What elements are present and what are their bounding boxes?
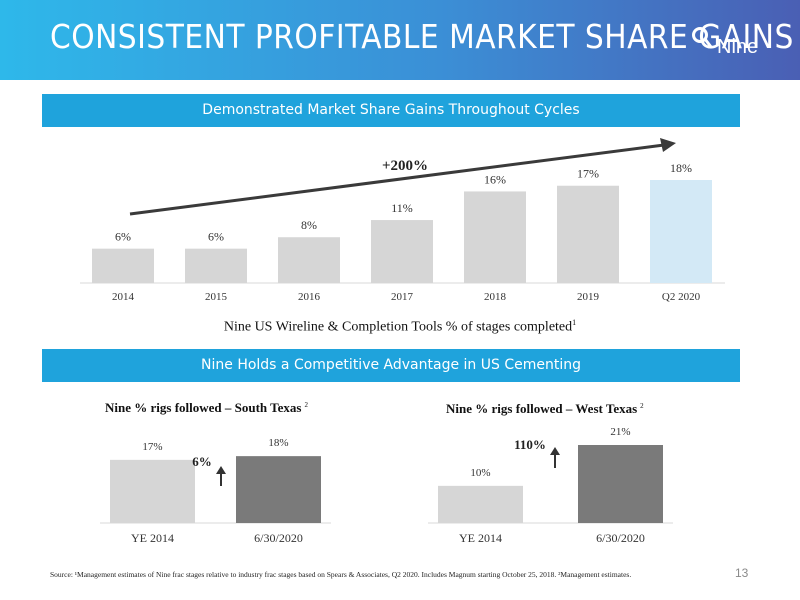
west-texas-footnote-marker: 2	[640, 401, 644, 410]
south-texas-footnote-marker: 2	[304, 400, 308, 409]
west-texas-chart-title: Nine % rigs followed – West Texas 2	[446, 401, 644, 417]
bar-q2-2020	[650, 180, 712, 283]
main-chart-caption-text: Nine US Wireline & Completion Tools % of…	[223, 319, 573, 335]
value-label: 6%	[115, 230, 131, 244]
value-label: 18%	[670, 161, 692, 175]
source-footnote: Source: ¹Management estimates of Nine fr…	[50, 570, 632, 579]
growth-annotation: 6%	[192, 454, 212, 469]
category-tick-label: 2015	[205, 291, 228, 303]
category-tick-label: 2017	[391, 291, 414, 303]
category-tick-label: 2014	[112, 291, 135, 303]
bar-2015	[185, 248, 247, 283]
south-texas-bar-chart: 17% YE 2014 18% 6/30/2020 6%	[100, 437, 331, 545]
page-number: 13	[735, 566, 749, 580]
value-label: 16%	[484, 172, 506, 186]
page-title: CONSISTENT PROFITABLE MARKET SHARE GAINS	[50, 17, 794, 56]
south-texas-title-text: Nine % rigs followed – South Texas	[105, 400, 302, 415]
market-share-bar-chart: 6% 2014 6% 2015 8% 2016 11% 2017 16% 2018 17% 2019 1…	[80, 138, 725, 303]
category-tick-label: 6/30/2020	[596, 531, 645, 545]
value-label: 8%	[301, 218, 317, 232]
bar-ye-2014	[110, 459, 195, 523]
main-chart-caption: Nine US Wireline & Completion Tools % of…	[0, 318, 800, 336]
value-label: 21%	[610, 426, 630, 438]
trend-arrow-head	[660, 138, 676, 152]
section-banner-market-share: Demonstrated Market Share Gains Througho…	[42, 94, 740, 127]
south-texas-chart-title: Nine % rigs followed – South Texas 2	[105, 400, 308, 416]
category-tick-label: YE 2014	[131, 531, 174, 545]
west-texas-bar-chart: 10% YE 2014 21% 6/30/2020 110%	[428, 426, 673, 545]
category-tick-label: Q2 2020	[662, 291, 701, 303]
up-arrow-head	[216, 466, 226, 474]
bar-ye-2014	[438, 485, 523, 523]
growth-annotation: 110%	[514, 437, 546, 452]
bar-2017	[371, 220, 433, 283]
value-label: 11%	[391, 201, 413, 215]
value-label: 17%	[577, 167, 599, 181]
logo-text: Nine	[717, 36, 759, 58]
bar-6-30-2020	[236, 456, 321, 523]
trend-arrow-line	[129, 143, 665, 216]
bar-2019	[557, 185, 619, 283]
section-banner-cementing: Nine Holds a Competitive Advantage in US…	[42, 349, 740, 382]
bar-2016	[278, 237, 340, 283]
category-tick-label: 6/30/2020	[254, 531, 303, 545]
category-tick-label: YE 2014	[459, 531, 502, 545]
main-chart-caption-footnote-marker: 1	[572, 318, 577, 327]
value-label: 10%	[470, 467, 490, 479]
bar-6-30-2020	[578, 445, 663, 523]
bar-2014	[92, 248, 154, 283]
value-label: 6%	[208, 230, 224, 244]
growth-annotation: +200%	[382, 158, 428, 174]
nine-logo-icon	[692, 27, 713, 49]
value-label: 17%	[142, 441, 162, 453]
category-tick-label: 2018	[484, 291, 507, 303]
category-tick-label: 2019	[577, 291, 600, 303]
west-texas-title-text: Nine % rigs followed – West Texas	[446, 401, 638, 416]
up-arrow-head	[550, 447, 560, 455]
bar-2018	[464, 191, 526, 283]
value-label: 18%	[268, 437, 288, 449]
category-tick-label: 2016	[298, 291, 321, 303]
header-bar: CONSISTENT PROFITABLE MARKET SHARE GAINS…	[0, 0, 800, 80]
